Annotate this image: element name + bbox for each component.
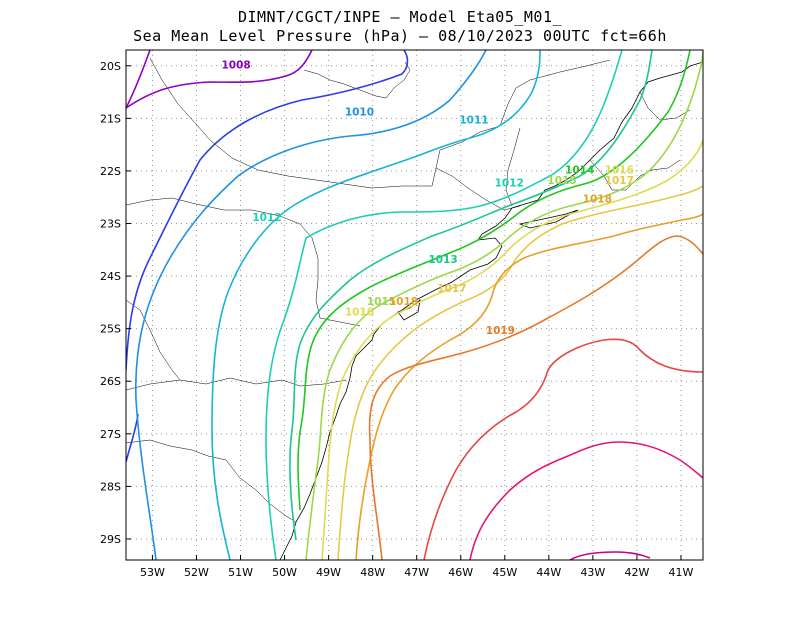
chart-subtitle: Sea Mean Level Pressure (hPa) – 08/10/20…	[133, 27, 667, 45]
lon-tick-label: 41W	[669, 566, 694, 579]
lat-tick-label: 26S	[100, 375, 121, 388]
lon-tick-label: 51W	[228, 566, 253, 579]
isobar-1011	[211, 50, 541, 560]
contour-label-1018: 1018	[583, 193, 612, 205]
latitude-axis: 20S 21S 22S 23S 24S 25S 26S 27S 28S 29S	[100, 60, 131, 546]
contour-label-1017: 1017	[605, 175, 634, 187]
isobar-1008b	[126, 50, 151, 109]
grid-lines	[126, 50, 703, 560]
lat-tick-label: 21S	[100, 112, 121, 125]
contour-label-1017: 1017	[437, 283, 466, 295]
contour-label-1010: 1010	[345, 107, 374, 119]
lon-tick-label: 53W	[140, 566, 165, 579]
isobar-1022	[569, 551, 651, 560]
contour-label-1019: 1019	[486, 325, 515, 337]
lon-tick-label: 46W	[448, 566, 473, 579]
isobar-1008	[126, 50, 313, 109]
lat-tick-label: 27S	[100, 428, 121, 441]
lat-tick-label: 28S	[100, 480, 121, 493]
lat-tick-label: 23S	[100, 218, 121, 231]
isobar-1014	[297, 50, 691, 511]
chart-title: DIMNT/CGCT/INPE – Model Eta05_M01_	[237, 8, 563, 26]
lon-tick-label: 42W	[624, 566, 649, 579]
lon-tick-label: 52W	[184, 566, 209, 579]
lon-tick-label: 47W	[404, 566, 429, 579]
contour-label-1012: 1012	[252, 212, 281, 224]
lon-tick-label: 43W	[580, 566, 605, 579]
isobars	[126, 50, 703, 560]
contour-label-1013: 1013	[429, 254, 458, 266]
contour-label-1016: 1016	[605, 165, 634, 177]
plot-frame	[125, 49, 704, 561]
isobar-1017	[337, 185, 703, 560]
isobar-1010	[135, 50, 487, 560]
lat-tick-label: 29S	[100, 533, 121, 546]
lat-tick-label: 20S	[100, 60, 121, 73]
contour-label-1018: 1018	[389, 296, 418, 308]
lat-tick-label: 25S	[100, 323, 121, 336]
isobar-1021	[469, 441, 703, 560]
lon-tick-label: 45W	[492, 566, 517, 579]
isobar-1009	[126, 50, 409, 371]
contour-label-1015: 1015	[547, 175, 576, 187]
lat-tick-label: 24S	[100, 270, 121, 283]
lon-tick-label: 48W	[360, 566, 385, 579]
isobar-1012	[265, 50, 623, 560]
contour-label-1014: 1014	[565, 165, 594, 177]
lon-tick-label: 44W	[536, 566, 561, 579]
lat-tick-label: 22S	[100, 165, 121, 178]
contour-label-1012: 1012	[495, 178, 524, 190]
isobar-1013	[289, 50, 653, 541]
lon-tick-label: 50W	[272, 566, 297, 579]
contour-labels: 1008101010111012101210131014101510151016…	[221, 59, 633, 337]
contour-label-1011: 1011	[459, 115, 488, 127]
isobar-1015	[305, 50, 703, 560]
isobar-1018	[355, 213, 703, 560]
longitude-axis: 53W 52W 51W 50W 49W 48W 47W 46W 45W 44W 43W 42W 41W	[140, 555, 694, 579]
isobar-1016	[321, 139, 703, 560]
lon-tick-label: 49W	[316, 566, 341, 579]
isobar-1020	[423, 338, 703, 560]
isobar-1009b	[126, 413, 139, 463]
contour-label-1008: 1008	[221, 59, 250, 71]
contour-label-1016: 1016	[345, 307, 374, 319]
contour-label-1015: 1015	[367, 296, 396, 308]
isobar-1019	[368, 235, 703, 560]
